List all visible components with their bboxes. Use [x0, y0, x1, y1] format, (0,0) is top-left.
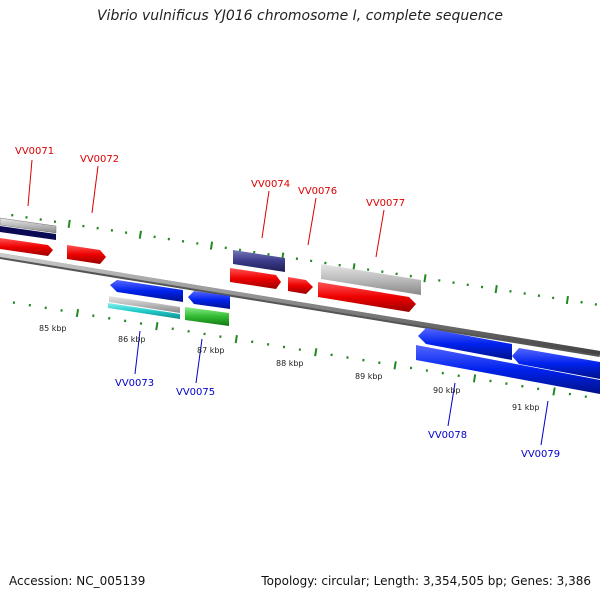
- scale-label-86kbp: 86 kbp: [118, 335, 146, 344]
- major-tick: [494, 285, 498, 294]
- scale-label-89kbp: 89 kbp: [355, 372, 383, 381]
- leader-line-vv0072: [91, 165, 99, 214]
- forward-gene-labels: VV0071 VV0072 VV0074 VV0076 VV0077: [15, 146, 405, 209]
- scale-labels: 85 kbp 86 kbp 87 kbp 88 kbp 89 kbp 90 kb…: [39, 324, 540, 412]
- major-tick: [67, 219, 71, 228]
- reverse-strand-features: [108, 280, 600, 394]
- scale-label-88kbp: 88 kbp: [276, 359, 304, 368]
- leader-line-vv0075: [195, 338, 203, 384]
- gene-label-vv0075[interactable]: VV0075: [176, 387, 215, 398]
- outer-tick-track: [11, 213, 597, 306]
- gene-label-vv0072[interactable]: VV0072: [80, 154, 119, 165]
- gene-feature-vv0072[interactable]: [67, 245, 106, 264]
- reverse-gene-labels: VV0073 VV0075 VV0078 VV0079: [115, 378, 560, 460]
- gene-feature-vv0077[interactable]: [318, 264, 421, 312]
- major-tick: [75, 308, 80, 318]
- label-leader-lines: [27, 159, 549, 446]
- leader-line-vv0074: [261, 190, 270, 239]
- gene-label-vv0073[interactable]: VV0073: [115, 378, 154, 389]
- major-tick: [565, 295, 569, 305]
- major-tick: [138, 230, 142, 239]
- major-tick: [472, 374, 477, 383]
- gene-feature-vv0074[interactable]: [230, 250, 285, 289]
- gene-label-vv0078[interactable]: VV0078: [428, 430, 467, 441]
- scale-label-90kbp: 90 kbp: [433, 386, 461, 395]
- scale-label-91kbp: 91 kbp: [512, 403, 540, 412]
- scale-label-85kbp: 85 kbp: [39, 324, 67, 333]
- major-tick: [155, 322, 159, 331]
- major-tick: [423, 274, 427, 283]
- leader-line-vv0078: [447, 382, 456, 427]
- leader-line-vv0077: [375, 209, 385, 258]
- major-tick: [209, 241, 214, 250]
- major-tick: [314, 348, 318, 357]
- leader-line-vv0071: [27, 159, 33, 207]
- gene-label-vv0076[interactable]: VV0076: [298, 186, 337, 197]
- major-tick: [234, 335, 238, 344]
- map-title: Vibrio vulnificus YJ016 chromosome I, co…: [96, 8, 504, 24]
- gene-label-vv0077[interactable]: VV0077: [366, 198, 405, 209]
- gene-label-vv0071[interactable]: VV0071: [15, 146, 54, 157]
- gene-feature-vv0076[interactable]: [288, 277, 313, 294]
- gene-feature-vv0078[interactable]: [418, 328, 512, 360]
- inner-tick-track: [12, 301, 587, 398]
- forward-strand-features: [0, 217, 421, 312]
- chromosome-backbone: [0, 253, 600, 357]
- leader-line-vv0073: [134, 330, 141, 375]
- topology-summary-text: Topology: circular; Length: 3,354,505 bp…: [261, 574, 591, 588]
- leader-line-vv0076: [307, 197, 317, 246]
- gene-feature-vv0073[interactable]: [108, 280, 183, 319]
- scale-label-87kbp: 87 kbp: [197, 346, 225, 355]
- major-tick: [552, 387, 556, 396]
- gene-feature-vv0075[interactable]: [185, 291, 230, 326]
- leader-line-vv0079: [540, 400, 549, 446]
- gene-label-vv0079[interactable]: VV0079: [521, 449, 560, 460]
- accession-text: Accession: NC_005139: [9, 574, 146, 588]
- major-tick: [393, 361, 397, 370]
- gene-feature-vv0071[interactable]: [0, 217, 57, 256]
- gene-feature-vv0079[interactable]: [416, 345, 600, 394]
- gene-label-vv0074[interactable]: VV0074: [251, 179, 290, 190]
